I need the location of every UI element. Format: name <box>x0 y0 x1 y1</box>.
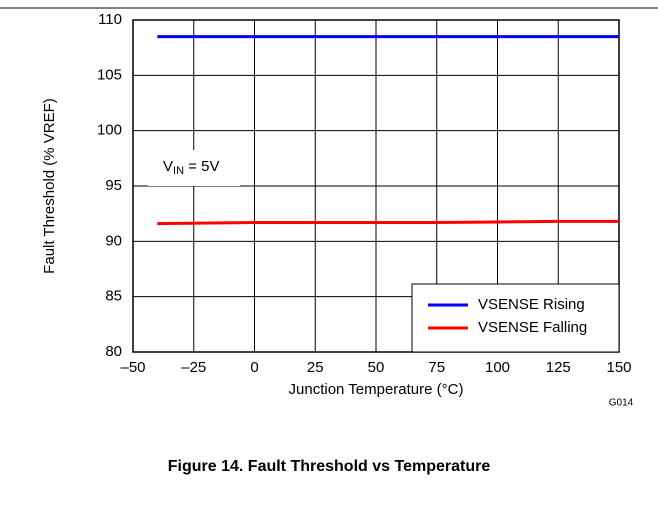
x-axis-label: Junction Temperature (°C) <box>289 381 464 398</box>
y-tick-label: 80 <box>105 343 122 360</box>
y-tick-label: 85 <box>105 288 122 305</box>
plot-frame <box>132 19 620 353</box>
x-tick-label: 0 <box>250 359 258 376</box>
y-tick-label: 95 <box>105 177 122 194</box>
x-tick-label: 100 <box>485 359 510 376</box>
y-tick-label: 105 <box>97 66 122 83</box>
x-tick-label: 75 <box>428 359 445 376</box>
x-tick-label: 50 <box>368 359 385 376</box>
annotation-main: V <box>163 158 173 175</box>
legend-box <box>411 283 620 353</box>
x-tick-label: 150 <box>606 359 631 376</box>
x-tick-label: –25 <box>181 359 206 376</box>
x-tick-label: 25 <box>307 359 324 376</box>
legend-label: VSENSE Falling <box>478 319 587 336</box>
y-tick-label: 110 <box>98 11 122 28</box>
annotation-sub: IN <box>173 165 184 177</box>
x-tick-label: 125 <box>546 359 571 376</box>
annotation-bg <box>148 150 240 186</box>
figure-code: G014 <box>609 398 634 409</box>
annotation-rest: = 5V <box>184 158 219 175</box>
annotation: VIN = 5V <box>163 158 219 177</box>
x-tick-label: –50 <box>120 359 145 376</box>
caption: Figure 14. Fault Threshold vs Temperatur… <box>168 458 491 475</box>
y-tick-label: 90 <box>105 232 122 249</box>
y-axis-label: Fault Threshold (% VREF) <box>41 98 58 274</box>
y-tick-label: 100 <box>97 122 122 139</box>
legend-label: VSENSE Rising <box>478 296 585 313</box>
series-line <box>157 219 619 226</box>
